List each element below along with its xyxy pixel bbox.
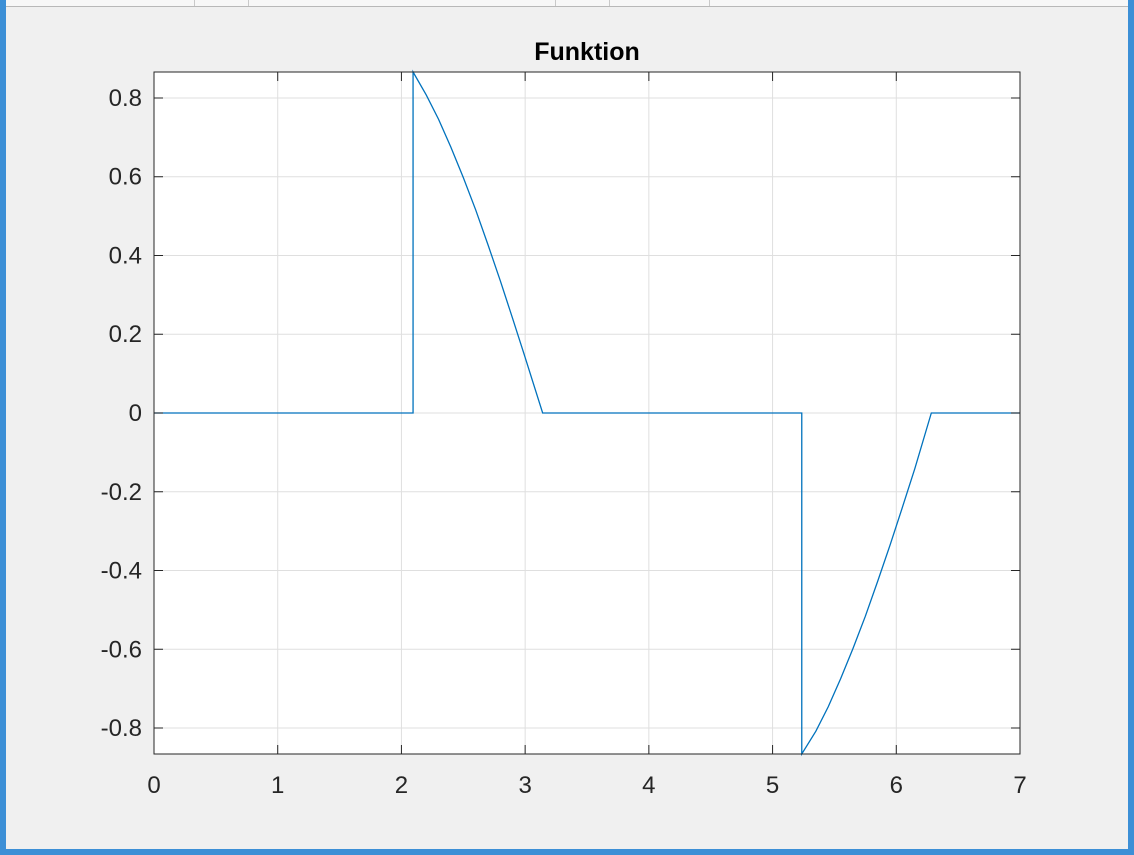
toolbar-separator (194, 0, 195, 6)
x-tick-label: 2 (395, 772, 408, 799)
y-tick-label: -0.6 (101, 636, 142, 663)
y-tick-label: 0.8 (109, 85, 142, 112)
toolbar-separator (248, 0, 249, 6)
y-tick-label: -0.4 (101, 558, 142, 585)
toolbar-separator (609, 0, 610, 6)
x-tick-label: 3 (518, 772, 531, 799)
y-tick-label: 0.6 (109, 164, 142, 191)
ticks (153, 72, 1021, 754)
y-tick-label: 0.4 (109, 242, 142, 269)
series-layer (154, 69, 1020, 757)
y-tick-label: 0.2 (109, 321, 142, 348)
series-line (154, 69, 1020, 757)
toolbar-separator (555, 0, 556, 6)
x-tick-label: 6 (890, 772, 903, 799)
x-tick-label: 5 (766, 772, 779, 799)
x-tick-label: 7 (1013, 772, 1026, 799)
y-tick-label: 0 (129, 400, 142, 427)
tick-labels: 0 1 2 3 4 5 6 7 0.8 0.6 0.4 0.2 0 -0.2 -0.4 -0.6 -0.8 (101, 85, 1027, 799)
x-tick-label: 4 (642, 772, 655, 799)
x-tick-label: 1 (271, 772, 284, 799)
chart-title: Funktion (534, 38, 640, 66)
toolbar-separator (709, 0, 710, 6)
figure-toolbar (6, 0, 1128, 7)
y-tick-label: -0.2 (101, 479, 142, 506)
y-tick-label: -0.8 (101, 715, 142, 742)
x-tick-label: 0 (147, 772, 160, 799)
